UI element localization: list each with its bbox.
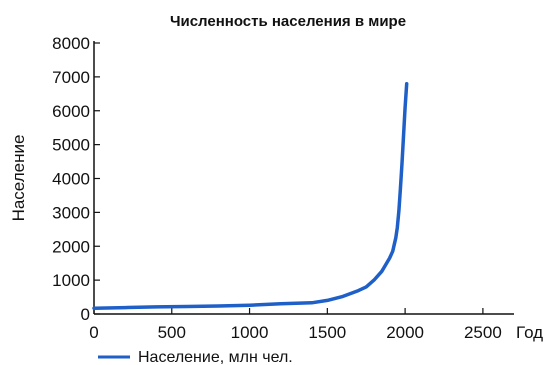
legend: Население, млн чел.: [98, 349, 293, 365]
y-tick-label: 5000: [52, 136, 90, 155]
x-axis-label: Год: [516, 323, 543, 342]
x-axis-ticks: 0 500 1000 1500 2000 2500: [89, 308, 502, 342]
y-tick-label: 7000: [52, 68, 90, 87]
y-tick-label: 1000: [52, 271, 90, 290]
x-tick-label: 1500: [308, 323, 346, 342]
y-tick-label: 3000: [52, 203, 90, 222]
y-axis-label: Население: [9, 135, 28, 222]
y-tick-label: 8000: [52, 34, 90, 53]
chart-title: Численность населения в мире: [170, 13, 406, 30]
y-tick-label: 2000: [52, 237, 90, 256]
series-group: [92, 81, 409, 310]
x-tick-label: 0: [89, 323, 98, 342]
y-tick-label: 4000: [52, 170, 90, 189]
x-tick-label: 2000: [386, 323, 424, 342]
x-tick-label: 1000: [231, 323, 269, 342]
series-line-population: [92, 81, 409, 310]
legend-label: Население, млн чел.: [138, 349, 293, 365]
x-tick-label: 500: [158, 323, 186, 342]
y-axis-ticks: 0 1000 2000 3000 4000 5000 6000 7000 8000: [52, 34, 100, 324]
y-tick-label: 0: [81, 305, 90, 324]
x-tick-label: 2500: [464, 323, 502, 342]
y-tick-label: 6000: [52, 102, 90, 121]
